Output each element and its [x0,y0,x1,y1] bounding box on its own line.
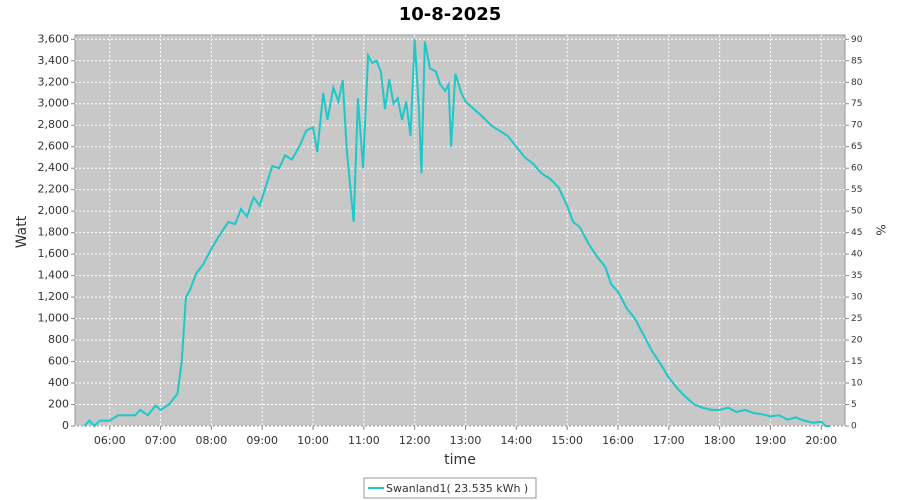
y-tick-label: 2,600 [38,140,70,153]
x-tick-label: 14:00 [500,434,532,447]
y-tick-label: 2,400 [38,161,70,174]
x-tick-label: 18:00 [704,434,736,447]
x-tick-label: 09:00 [246,434,278,447]
legend-label: Swanland1( 23.535 kWh ) [386,482,528,495]
y2-tick-label: 75 [851,99,862,109]
y-tick-label: 0 [62,419,69,432]
y2-tick-label: 10 [851,379,863,389]
y2-tick-label: 30 [851,293,863,303]
x-tick-label: 20:00 [805,434,837,447]
chart-title: 10-8-2025 [399,4,502,25]
y-tick-label: 2,000 [38,204,70,217]
plot-area [74,34,846,427]
x-tick-label: 19:00 [755,434,787,447]
y2-tick-label: 20 [851,336,863,346]
x-tick-label: 08:00 [196,434,228,447]
x-tick-label: 07:00 [145,434,177,447]
y-tick-label: 3,600 [38,32,70,45]
y-tick-label: 3,400 [38,54,70,67]
y-tick-label: 2,200 [38,183,70,196]
x-tick-label: 10:00 [297,434,329,447]
y2-tick-label: 40 [851,250,863,260]
data-line [83,39,830,428]
y-tick-label: 1,800 [38,226,70,239]
y-axis-label: Watt [14,215,30,248]
y-tick-label: 2,800 [38,118,70,131]
y2-tick-label: 0 [851,422,857,432]
x-tick-label: 12:00 [399,434,431,447]
x-tick-label: 17:00 [653,434,685,447]
x-tick-label: 06:00 [94,434,126,447]
x-tick-label: 16:00 [602,434,634,447]
y-tick-label: 1,000 [38,312,70,325]
y2-tick-label: 85 [851,56,862,66]
x-axis-label: time [444,452,476,468]
y-tick-label: 200 [48,398,69,411]
y2-tick-label: 5 [851,400,857,410]
y2-axis-label: % [874,224,888,235]
y-tick-label: 1,200 [38,290,70,303]
y2-tick-label: 70 [851,121,863,131]
y2-tick-label: 60 [851,164,863,174]
y-tick-label: 3,200 [38,75,70,88]
y2-tick-label: 45 [851,228,862,238]
y2-tick-label: 25 [851,314,862,324]
x-tick-label: 13:00 [450,434,482,447]
x-tick-label: 15:00 [551,434,583,447]
legend [363,477,537,499]
y2-tick-label: 90 [851,35,863,45]
y2-tick-label: 65 [851,142,862,152]
y2-tick-label: 80 [851,78,863,88]
y-tick-label: 1,400 [38,269,70,282]
y-tick-label: 400 [48,376,69,389]
y2-tick-label: 50 [851,207,863,217]
y-tick-label: 800 [48,333,69,346]
y2-tick-label: 35 [851,271,862,281]
y2-tick-label: 15 [851,357,862,367]
x-tick-label: 11:00 [348,434,380,447]
y-tick-label: 600 [48,355,69,368]
y-tick-label: 1,600 [38,247,70,260]
y-tick-label: 3,000 [38,97,70,110]
y2-tick-label: 55 [851,185,862,195]
